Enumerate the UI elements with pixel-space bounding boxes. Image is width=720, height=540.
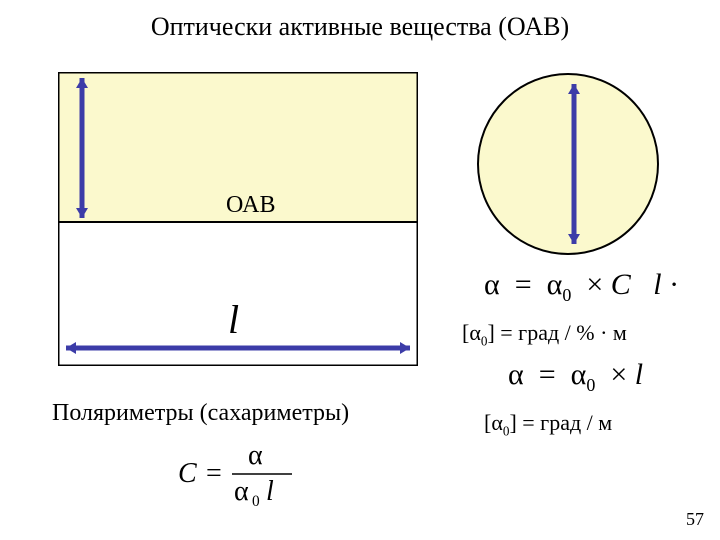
page-number: 57 xyxy=(686,509,704,530)
polarimeters-caption: Поляриметры (сахариметры) xyxy=(52,400,349,427)
slide-title: Оптически активные вещества (ОАВ) xyxy=(0,12,720,42)
units-alpha-cl: [α0] = град / % · м xyxy=(462,320,627,349)
circle-diagram xyxy=(476,72,662,263)
oab-label: ОАВ xyxy=(226,192,275,219)
svg-text:α: α xyxy=(234,476,249,507)
svg-text:l: l xyxy=(266,476,274,507)
svg-text:α: α xyxy=(248,440,263,471)
svg-text:C: C xyxy=(178,458,197,489)
units-alpha-l: [α0] = град / м xyxy=(484,410,612,439)
formula-alpha-cl: α = α0 × C l · xyxy=(484,268,714,306)
formula-alpha-l: α = α0 × l xyxy=(508,358,708,396)
svg-text:0: 0 xyxy=(252,493,260,510)
svg-text:=: = xyxy=(206,458,222,489)
formula-concentration: C=αα0l xyxy=(174,438,314,515)
length-label: l xyxy=(228,296,239,343)
